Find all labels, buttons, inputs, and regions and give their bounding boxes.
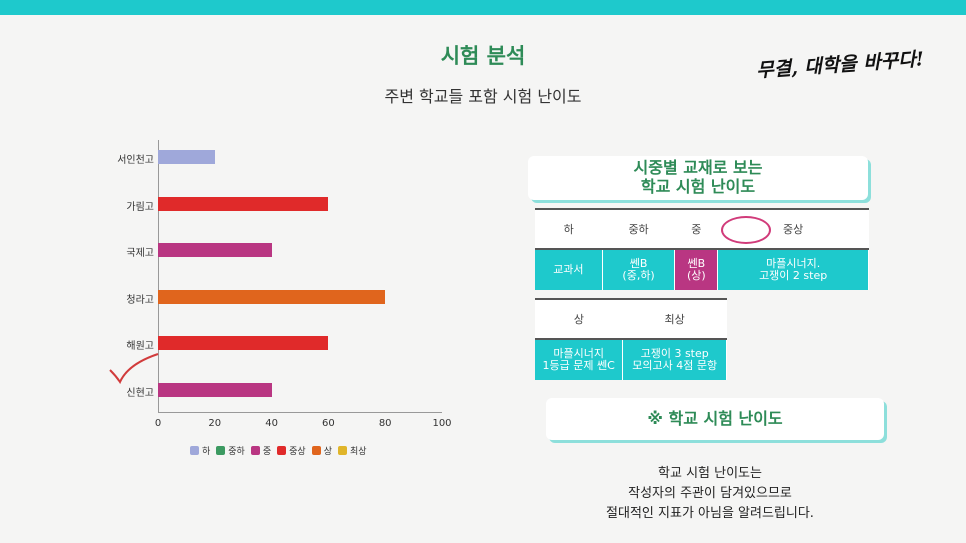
x-tick-label: 0 <box>154 418 162 429</box>
y-tick-label: 청라고 <box>126 294 154 306</box>
table2-header-cell: 최상 <box>622 298 727 340</box>
page-subtitle: 주변 학교들 포함 시험 난이도 <box>384 87 582 106</box>
legend-label: 중상 <box>289 447 306 457</box>
chart-bar <box>158 243 272 257</box>
chart-legend: 하 중하 중 중상 상 최상 <box>190 444 367 457</box>
cell-line: 고쟁이 2 step <box>759 269 828 282</box>
x-tick-label: 80 <box>378 418 392 429</box>
legend-swatch <box>250 446 260 455</box>
cell-line: (상) <box>686 269 706 282</box>
y-tick-label: 국제고 <box>126 248 154 259</box>
x-tick-label: 40 <box>265 418 278 429</box>
table2-value-row: 마플시너지 1등급 문제 쎈C 고쟁이 3 step 모의고사 4점 문항 <box>535 339 727 380</box>
table2-header-row: 상 최상 <box>535 298 727 340</box>
legend-item: 중상 <box>277 444 306 457</box>
legend-label: 중 <box>262 447 272 457</box>
legend-item: 중하 <box>216 444 245 457</box>
banner-line-1: 시중별 교재로 보는 <box>633 158 763 177</box>
legend-label: 상 <box>323 447 332 457</box>
y-tick-label: 해원고 <box>126 341 154 352</box>
table1-header-cell: 하 <box>535 208 603 250</box>
note-line: 학교 시험 난이도는 <box>658 466 762 481</box>
table1-value-cell: 마플시너지. 고쟁이 2 step <box>717 249 869 290</box>
legend-label: 최상 <box>349 447 367 457</box>
table1-header-cell: 중 <box>674 208 718 250</box>
cell-line: 모의고사 4점 문항 <box>632 359 718 372</box>
legend-swatch <box>337 446 347 455</box>
table1-header-cell: 중하 <box>602 208 675 250</box>
table1-value-cell-highlight: 쎈B (상) <box>674 249 719 290</box>
cell-line: 1등급 문제 쎈C <box>542 359 615 372</box>
y-tick-label: 신현고 <box>126 387 154 399</box>
x-tick-label: 60 <box>322 418 335 429</box>
top-accent-bar <box>0 0 966 15</box>
cell-line: 쎈B <box>687 257 706 270</box>
chart-bar <box>158 289 386 304</box>
x-tick-label: 20 <box>208 418 222 429</box>
legend-swatch <box>311 446 321 455</box>
table2-value-cell: 고쟁이 3 step 모의고사 4점 문항 <box>622 339 727 380</box>
disclaimer-note: 학교 시험 난이도는 작성자의 주관이 담겨있으므로 절대적인 지표가 아님을 … <box>560 464 860 524</box>
y-axis-line <box>158 140 159 412</box>
legend-swatch <box>277 446 287 455</box>
school-difficulty-banner: ※ 학교 시험 난이도 <box>546 398 884 440</box>
legend-swatch <box>216 446 226 455</box>
difficulty-table-1: 하 중하 중 중상 교과서 쎈B (중,하) 쎈B (상) 마플시너지. 고쟁이 2 … <box>535 208 869 290</box>
legend-item: 상 <box>311 444 332 457</box>
legend-label: 중하 <box>228 447 245 457</box>
legend-swatch <box>190 446 199 455</box>
legend-item: 최상 <box>337 444 367 457</box>
chart-bar <box>158 382 272 397</box>
note-line: 작성자의 주관이 담겨있으므로 <box>628 486 792 501</box>
note-line: 절대적인 지표가 아님을 알려드립니다. <box>606 506 814 521</box>
cell-line: 마플시너지 <box>553 347 604 360</box>
y-tick-label: 서인천고 <box>117 155 154 166</box>
x-tick-label: 100 <box>432 418 452 429</box>
table1-value-cell: 쎈B (중,하) <box>602 249 676 290</box>
x-axis-line <box>158 412 442 413</box>
y-tick-label: 가림고 <box>126 201 154 213</box>
cell-line: 교과서 <box>553 263 584 276</box>
table1-value-row: 교과서 쎈B (중,하) 쎈B (상) 마플시너지. 고쟁이 2 step <box>535 249 869 290</box>
textbook-difficulty-banner: 시중별 교재로 보는 학교 시험 난이도 <box>528 156 868 200</box>
chart-bar <box>158 336 329 350</box>
difficulty-table-2: 상 최상 마플시너지 1등급 문제 쎈C 고쟁이 3 step 모의고사 4점 문항 <box>535 298 727 380</box>
legend-item: 하 <box>190 444 210 457</box>
cell-line: 마플시너지. <box>766 257 821 270</box>
banner-line-2: 학교 시험 난이도 <box>640 177 756 196</box>
chart-bar <box>158 196 329 211</box>
checkmark-icon <box>109 353 159 385</box>
table1-header-row: 하 중하 중 중상 <box>535 208 869 250</box>
chart-bar <box>158 150 215 164</box>
highlight-circle-mark <box>721 216 771 244</box>
legend-item: 중 <box>250 444 272 457</box>
page-title: 시험 분석 <box>440 44 526 68</box>
cell-line: (중,하) <box>622 269 655 282</box>
table2-header-cell: 상 <box>535 298 623 340</box>
table2-value-cell: 마플시너지 1등급 문제 쎈C <box>535 339 624 380</box>
legend-label: 하 <box>202 447 211 457</box>
cell-line: 쎈B <box>629 257 648 270</box>
table1-value-cell: 교과서 <box>535 249 603 290</box>
cell-line: 고쟁이 3 step <box>640 347 709 360</box>
